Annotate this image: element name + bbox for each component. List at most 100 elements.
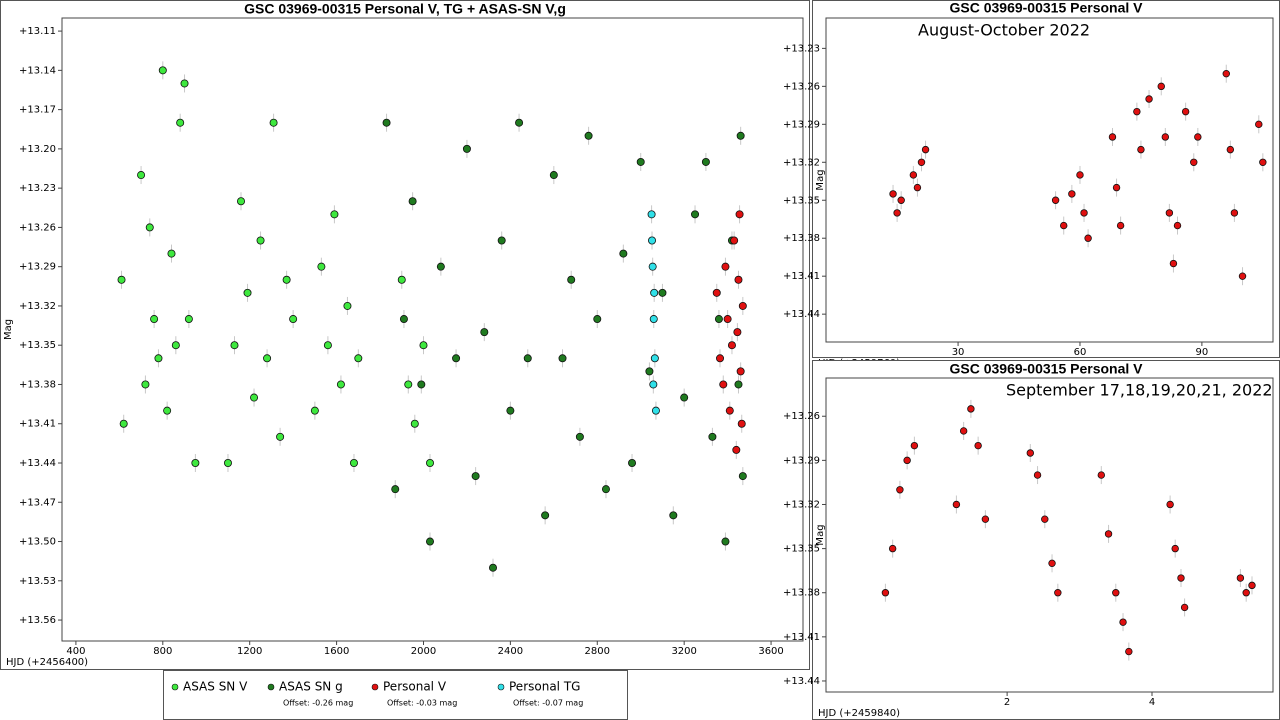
data-point [952,500,961,509]
data-point [648,236,657,245]
data-point [735,210,744,219]
data-point [1259,158,1267,166]
legend-label: Personal TG [509,680,580,694]
data-point [317,262,326,271]
y-tick-label: +13.32 [19,301,56,312]
data-point [417,380,426,389]
data-point [1125,647,1133,656]
annotation: August-October 2022 [918,21,1090,40]
data-point [1230,209,1239,217]
data-point [903,456,911,465]
data-point [549,171,558,180]
data-point [1104,530,1113,538]
y-tick-label: +13.29 [783,119,820,130]
data-point [191,458,200,467]
y-tick-label: +13.26 [783,81,820,92]
x-tick-label: 3200 [671,646,696,657]
x-axis-label: HJD (+2456400) [6,657,88,668]
data-point [712,288,721,297]
data-point [1097,471,1105,479]
data-point [701,157,710,166]
data-point [921,145,930,154]
legend [163,670,628,720]
data-point [727,341,736,350]
data-point [117,275,126,284]
data-point [230,341,239,350]
data-point [1084,234,1092,242]
data-point [1041,515,1049,523]
x-tick-label: 4 [1149,697,1155,708]
legend-offset: Offset: -0.03 mag [387,699,457,708]
y-tick-label: +13.56 [19,615,56,626]
y-tick-label: +13.32 [783,157,820,168]
data-point [426,537,435,546]
data-point [1236,574,1245,582]
data-point [737,419,746,428]
data-point [716,354,725,363]
data-point [645,367,654,376]
y-tick-label: +13.29 [783,455,820,466]
data-point [734,380,743,389]
data-point [888,544,897,553]
data-point [404,380,413,389]
data-point [1080,209,1088,217]
data-point [1255,120,1263,129]
data-point [714,315,723,324]
data-point [567,275,576,284]
y-tick-label: +13.44 [783,309,820,320]
x-tick-label: 2 [1004,697,1010,708]
annotation: September 17,18,19,20,21, 2022 [1006,381,1273,400]
data-point [343,301,352,310]
data-point [506,406,515,415]
data-point [1116,221,1125,230]
y-tick-label: +13.32 [783,499,820,510]
y-tick-label: +13.17 [19,105,56,116]
x-tick-label: 2000 [411,646,436,657]
y-tick-label: +13.44 [783,676,820,687]
y-tick-label: +13.44 [19,458,56,469]
data-point [658,288,667,297]
data-point [462,144,471,153]
data-point [419,341,428,350]
data-point [730,236,739,245]
data-point [628,458,637,467]
x-axis-label: HJD (+2459840) [818,708,900,719]
y-tick-label: +13.23 [19,183,56,194]
data-point [1171,544,1179,553]
data-point [243,288,252,297]
data-point [410,419,419,428]
data-point [736,131,745,140]
y-tick-label: +13.47 [19,497,56,508]
data-point [150,315,159,324]
y-tick-label: +13.23 [783,43,820,54]
legend-swatch [171,683,179,691]
data-point [1076,171,1084,179]
data-point [893,209,901,217]
data-point [1169,259,1178,268]
y-axis-label: Mag [3,319,14,340]
chart-title: GSC 03969-00315 Personal V [949,361,1143,377]
x-tick-label: 60 [1074,347,1087,358]
legend-swatch [371,683,379,691]
data-point [896,486,904,494]
data-point [541,511,550,520]
data-point [282,275,291,284]
data-point [1180,603,1189,612]
data-point [649,380,658,389]
data-point [1112,183,1121,192]
data-point [489,563,498,572]
data-point [1238,272,1247,280]
data-point [897,196,905,204]
x-tick-label: 90 [1196,347,1209,358]
y-tick-label: +13.38 [783,588,820,599]
y-tick-label: +13.14 [19,65,56,76]
data-point [981,515,990,523]
data-point [691,210,700,219]
data-point [452,354,461,363]
data-point [176,118,185,127]
data-point [426,458,435,467]
data-point [558,354,567,363]
data-point [1145,95,1153,103]
y-tick-label: +13.50 [19,537,56,548]
